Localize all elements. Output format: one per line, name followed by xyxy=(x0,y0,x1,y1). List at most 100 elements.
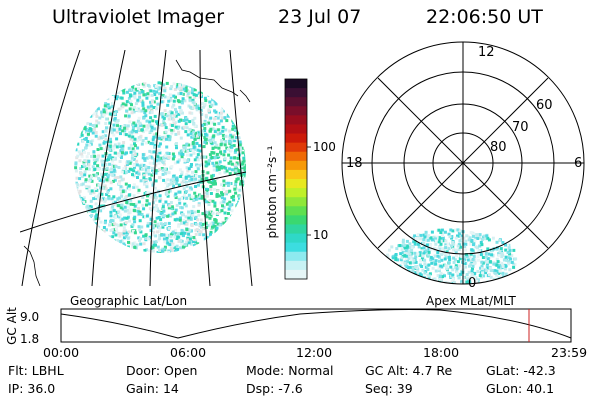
polar-emission-pixel xyxy=(504,272,508,276)
emission-pixel xyxy=(208,216,212,220)
emission-pixel xyxy=(197,222,201,226)
emission-pixel xyxy=(105,158,109,162)
emission-pixel xyxy=(233,220,237,224)
emission-pixel xyxy=(74,161,78,165)
emission-pixel xyxy=(97,194,101,198)
emission-pixel xyxy=(232,198,236,202)
polar-emission-pixel xyxy=(504,243,507,247)
polar-emission-pixel xyxy=(398,274,401,278)
emission-pixel xyxy=(213,130,217,134)
emission-pixel xyxy=(171,242,175,246)
emission-pixel xyxy=(223,211,227,215)
emission-pixel xyxy=(239,151,243,155)
emission-pixel xyxy=(166,134,170,138)
mlat-label-70: 70 xyxy=(512,120,529,135)
emission-pixel xyxy=(116,91,120,94)
emission-pixel xyxy=(205,86,209,90)
emission-pixel xyxy=(222,183,226,187)
emission-pixel xyxy=(154,204,158,207)
emission-pixel xyxy=(207,109,211,113)
polar-emission-pixel xyxy=(495,272,499,275)
emission-pixel xyxy=(101,247,105,251)
emission-pixel xyxy=(127,134,131,138)
emission-pixel xyxy=(104,198,108,202)
emission-pixel xyxy=(209,232,212,236)
emission-pixel xyxy=(84,179,88,183)
emission-pixel xyxy=(232,133,236,137)
emission-pixel xyxy=(138,228,142,232)
emission-pixel xyxy=(244,163,246,167)
emission-pixel xyxy=(158,167,162,171)
emission-pixel xyxy=(223,143,227,147)
emission-pixel xyxy=(177,87,181,91)
polar-emission-pixel xyxy=(424,230,428,234)
emission-pixel xyxy=(238,188,242,192)
emission-pixel xyxy=(190,111,194,115)
emission-pixel xyxy=(110,93,114,96)
emission-pixel xyxy=(102,179,106,183)
polar-emission-pixel xyxy=(500,251,504,255)
emission-pixel xyxy=(133,137,137,141)
emission-pixel xyxy=(233,139,237,143)
polar-emission-pixel xyxy=(445,267,449,270)
polar-emission-pixel xyxy=(460,236,464,240)
emission-pixel xyxy=(104,134,108,138)
emission-pixel xyxy=(216,97,220,101)
emission-pixel xyxy=(227,230,230,233)
emission-pixel xyxy=(185,228,189,231)
emission-pixel xyxy=(146,92,150,96)
emission-pixel xyxy=(91,91,95,95)
emission-pixel xyxy=(115,137,119,141)
emission-pixel xyxy=(100,113,104,117)
emission-pixel xyxy=(76,103,80,107)
emission-pixel xyxy=(87,152,90,155)
emission-pixel xyxy=(208,153,212,157)
polar-emission-pixel xyxy=(411,281,415,284)
emission-pixel xyxy=(122,167,126,170)
polar-emission-pixel xyxy=(492,262,496,266)
polar-emission-pixel xyxy=(422,282,426,284)
polar-emission-pixel xyxy=(456,234,459,238)
emission-pixel xyxy=(210,176,214,180)
emission-pixel xyxy=(236,118,240,122)
polar-emission-pixel xyxy=(498,272,502,275)
emission-pixel xyxy=(181,234,185,238)
emission-pixel xyxy=(188,249,192,253)
emission-pixel xyxy=(114,245,118,249)
emission-pixel xyxy=(167,213,171,217)
emission-pixel xyxy=(220,139,224,142)
emission-pixel xyxy=(118,127,122,131)
emission-pixel xyxy=(236,131,240,134)
emission-pixel xyxy=(125,170,128,174)
emission-pixel xyxy=(236,174,240,178)
emission-pixel xyxy=(129,202,133,206)
emission-pixel xyxy=(242,235,246,238)
polar-emission-pixel xyxy=(465,277,469,281)
emission-pixel xyxy=(151,226,155,230)
polar-emission-pixel xyxy=(478,249,482,253)
emission-pixel xyxy=(244,148,246,152)
emission-pixel xyxy=(129,99,133,103)
emission-pixel xyxy=(120,178,124,182)
emission-pixel xyxy=(158,142,162,146)
polar-emission-pixel xyxy=(414,265,418,269)
emission-pixel xyxy=(157,144,161,148)
emission-pixel xyxy=(149,141,153,145)
polar-emission-pixel xyxy=(437,228,441,232)
polar-emission-pixel xyxy=(425,235,429,239)
emission-pixel xyxy=(88,174,92,178)
emission-pixel xyxy=(206,171,210,175)
instrument-title: Ultraviolet Imager xyxy=(52,6,225,28)
emission-pixel xyxy=(163,240,167,244)
polar-emission-pixel xyxy=(445,249,449,253)
emission-pixel xyxy=(151,249,155,253)
emission-pixel xyxy=(159,218,163,222)
emission-pixel xyxy=(109,210,113,214)
emission-pixel xyxy=(161,205,165,209)
polar-emission-pixel xyxy=(473,238,477,242)
emission-pixel xyxy=(125,195,129,198)
emission-pixel xyxy=(81,244,85,248)
emission-pixel xyxy=(123,216,127,220)
emission-pixel xyxy=(213,247,217,251)
emission-pixel xyxy=(166,178,170,182)
